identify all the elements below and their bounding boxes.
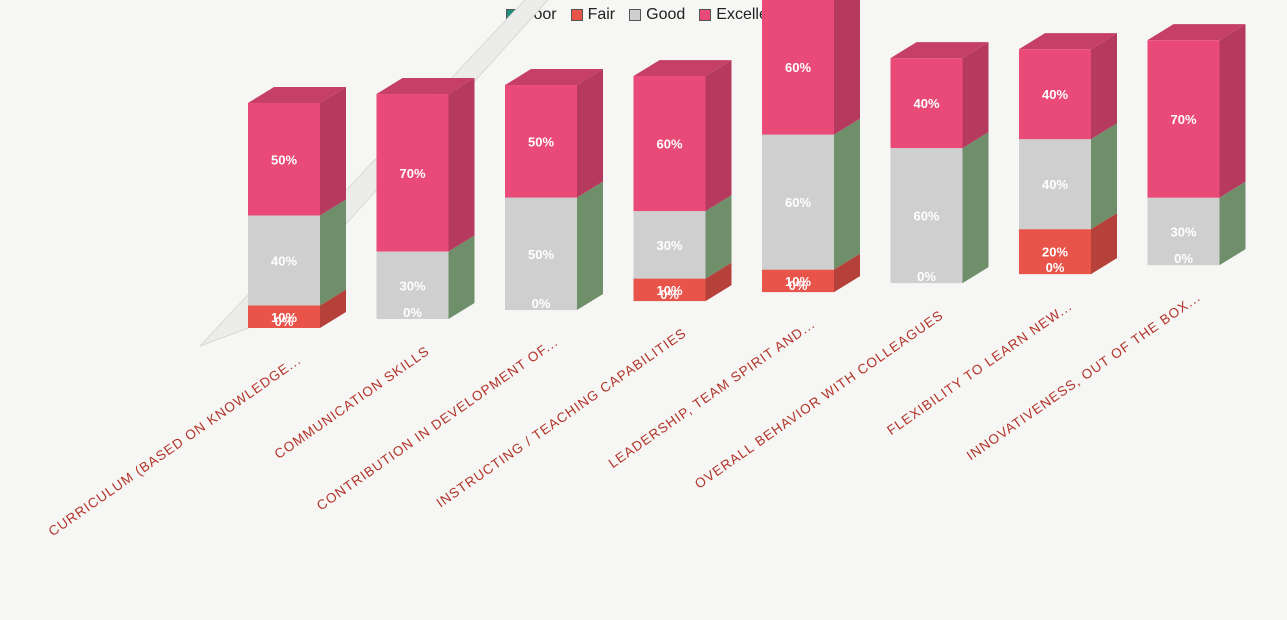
bar-2-top [505,69,603,86]
legend-swatch [570,9,583,21]
bar-2-good [505,197,577,311]
data-label: 0% [789,278,808,293]
bar-1-good [376,251,449,320]
data-label: 10% [271,310,297,325]
bar-3-top [633,60,732,77]
category-label: OVERALL BEHAVIOR WITH COLLEAGUES [692,307,946,491]
data-label: 60% [656,137,682,152]
bar-5-top [890,42,989,59]
bar-7-good [1147,197,1220,266]
bar-0-top [248,87,346,103]
bar-0-excellent-side [320,87,346,216]
data-label: 30% [399,278,425,293]
bar-4-excellent [762,0,834,135]
data-label: 0% [275,314,294,329]
bar-1-excellent-side [448,78,475,252]
data-label: 30% [1170,224,1196,239]
bar-7-excellent [1147,40,1220,198]
bar-5-excellent-side [962,42,989,149]
bar-5-good [890,148,963,284]
bar-2-good-side [577,181,603,311]
category-label: INNOVATIVENESS, OUT OF THE BOX... [964,289,1203,463]
bar-5-good-side [962,132,989,284]
bar-6-fair-side [1091,213,1117,275]
bar-4-fair-side [834,253,860,293]
legend: Poor Fair Good Excellent [0,6,1287,24]
bar-0-good-side [320,199,346,306]
bar-1-excellent [376,94,449,252]
bar-3-good [633,211,706,279]
bar-1-good-side [448,235,475,320]
category-label: CONTRIBUTION IN DEVELOPMENT OF... [314,334,561,513]
data-label: 40% [913,96,939,111]
bar-3-fair [633,278,706,302]
category-label: LEADERSHIP, TEAM SPIRIT AND... [606,316,818,471]
data-label: 30% [656,238,682,253]
bar-7-good-side [1219,181,1246,266]
legend-item-fair: Fair [570,6,616,24]
bar-7-excellent-side [1219,24,1246,198]
data-label: 60% [785,60,811,75]
bar-6-good-side [1091,123,1117,230]
bar-0-fair [248,305,320,328]
data-label: 40% [271,254,297,269]
bar-2-excellent-side [577,69,603,198]
category-label: FLEXIBILITY TO LEARN NEW... [884,298,1075,438]
bar-3-excellent [633,76,706,212]
bar-3-excellent-side [705,60,732,212]
legend-swatch [699,9,712,21]
bar-7-top [1147,24,1246,41]
bar-3-good-side [705,195,732,279]
data-label: 70% [399,166,425,181]
bar-1-top [376,78,475,95]
legend-item-good: Good [629,6,685,24]
legend-swatch [629,9,642,21]
bar-6-excellent-side [1091,33,1117,140]
category-label: INSTRUCTING / TEACHING CAPABILITIES [434,325,690,510]
data-label: 40% [1042,87,1068,102]
bar-4-good-side [834,118,860,270]
bar-6-excellent [1019,49,1091,140]
bar-4-good [762,134,834,270]
data-label: 0% [1174,251,1193,266]
data-label: 50% [528,134,554,149]
bar-0-fair-side [320,289,346,328]
data-label: 0% [660,287,679,302]
data-label: 70% [1170,112,1196,127]
bar-3-fair-side [705,262,732,302]
bar-6-top [1019,33,1117,50]
bar-4-fair [762,269,834,293]
bar-6-fair [1019,229,1091,275]
bar-0-good [248,215,320,306]
category-label: CURRICULUM (BASED ON KNOWLEDGE... [46,352,304,539]
legend-label: Fair [587,6,616,23]
legend-label: Good [646,6,686,23]
data-label: 50% [528,247,554,262]
data-label: 50% [271,152,297,167]
data-label: 0% [917,269,936,284]
bar-4-excellent-side [834,0,860,135]
data-label: 40% [1042,177,1068,192]
data-label: 0% [1046,260,1065,275]
data-label: 0% [403,305,422,320]
data-label: 0% [532,296,551,311]
bar-0-excellent [248,103,320,216]
data-label: 10% [656,283,682,298]
bar-2-excellent [505,85,577,198]
bar-5-excellent [890,58,963,149]
bar-6-good [1019,139,1091,230]
data-label: 10% [785,274,811,289]
data-label: 60% [913,209,939,224]
data-label: 20% [1042,245,1068,260]
data-label: 60% [785,195,811,210]
